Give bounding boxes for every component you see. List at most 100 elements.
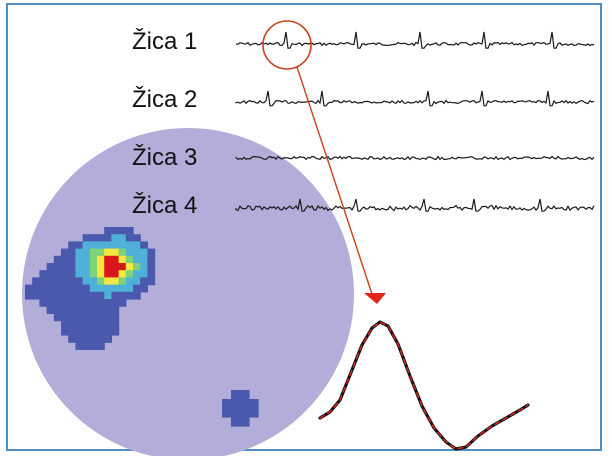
heatmap-cell — [53, 291, 62, 300]
heatmap-cell-secondary — [231, 408, 241, 418]
spike-waveform-overlay — [319, 321, 529, 450]
arrow-head — [364, 293, 386, 304]
heatmap-cell-secondary — [231, 390, 241, 400]
heatmap-cell — [97, 234, 105, 242]
heatmap-cell — [46, 299, 55, 307]
heatmap-cell — [147, 263, 156, 271]
heatmap-cell — [97, 291, 105, 300]
heatmap-cell — [82, 291, 91, 300]
heatmap-cell — [111, 327, 120, 336]
heatmap-cell — [75, 320, 84, 329]
heatmap-cell — [68, 327, 76, 336]
heatmap-cell — [104, 284, 112, 293]
heatmap-cell — [111, 306, 120, 314]
heatmap-cell — [140, 284, 148, 293]
heatmap-cell — [82, 306, 91, 314]
wire-trace-2 — [235, 90, 595, 107]
heatmap-cell — [140, 248, 148, 257]
heatmap-cell — [104, 320, 112, 329]
wire-trace-3 — [235, 155, 595, 161]
heatmap-cell — [61, 327, 69, 336]
spike-waveform-base — [318, 320, 530, 451]
heatmap-cell — [68, 263, 76, 271]
heatmap-cell — [118, 241, 127, 250]
heatmap-cell — [125, 263, 134, 271]
heatmap-cell — [89, 327, 98, 336]
heatmap-cell-secondary — [231, 417, 241, 427]
heatmap-cell — [61, 277, 69, 286]
spike-highlight-circle — [262, 20, 312, 70]
heatmap-cell — [68, 255, 76, 264]
heatmap-cell — [89, 270, 98, 278]
heatmap-cell — [104, 270, 112, 278]
heatmap-cell-secondary — [240, 390, 250, 400]
heatmap-cell — [53, 284, 62, 293]
heatmap-cell — [89, 342, 98, 350]
heatmap-cell-secondary — [249, 399, 259, 409]
heatmap-cell — [89, 291, 98, 300]
heatmap-cell — [82, 277, 91, 286]
heatmap-cell — [97, 320, 105, 329]
heatmap-cell — [111, 313, 120, 322]
heatmap-cell — [75, 313, 84, 322]
heatmap-cell — [82, 299, 91, 307]
heatmap-cell — [125, 277, 134, 286]
heatmap-cell — [97, 277, 105, 286]
heatmap-cell — [68, 291, 76, 300]
heatmap-cell — [104, 227, 112, 235]
heatmap-cell — [75, 255, 84, 264]
heatmap-cell — [32, 284, 40, 293]
heatmap-cell — [97, 270, 105, 278]
heatmap-cell — [82, 320, 91, 329]
heatmap-cell — [61, 313, 69, 322]
wire-trace-4 — [235, 198, 595, 212]
heatmap-cell — [118, 255, 127, 264]
heatmap-cell — [53, 263, 62, 271]
heatmap-cell — [125, 241, 134, 250]
heatmap-cell — [111, 277, 120, 286]
heatmap-cell — [89, 284, 98, 293]
heatmap-cell — [89, 299, 98, 307]
heatmap-cell — [61, 284, 69, 293]
heatmap-cell — [53, 299, 62, 307]
heatmap-cell-secondary — [249, 408, 259, 418]
heatmap-cell — [75, 342, 84, 350]
heatmap-cell — [75, 277, 84, 286]
heatmap-cell-secondary — [240, 417, 250, 427]
heatmap-cell — [118, 234, 127, 242]
heatmap-cell — [104, 255, 112, 264]
heatmap-cell — [25, 284, 33, 293]
heatmap-cell — [133, 291, 141, 300]
heatmap-cell — [75, 270, 84, 278]
heatmap-cell — [82, 284, 91, 293]
heatmap-cell — [82, 335, 91, 343]
heatmap-cell — [89, 263, 98, 271]
heatmap-cell — [89, 255, 98, 264]
heatmap-cell — [68, 313, 76, 322]
heatmap-cell — [82, 241, 91, 250]
heatmap-cell — [111, 263, 120, 271]
heatmap-cell — [104, 306, 112, 314]
arrow-line — [296, 66, 373, 295]
heatmap-cell — [147, 277, 156, 286]
heatmap-cell — [140, 263, 148, 271]
heatmap-cell — [68, 277, 76, 286]
heatmap-cell — [89, 306, 98, 314]
heatmap-cell — [111, 320, 120, 329]
heatmap-cell — [97, 248, 105, 257]
heatmap-cell — [97, 342, 105, 350]
heatmap-cell — [118, 291, 127, 300]
heatmap-cell-secondary — [240, 399, 250, 409]
heatmap-cell — [118, 284, 127, 293]
heatmap-cell — [97, 327, 105, 336]
heatmap-cell — [111, 270, 120, 278]
heatmap-cell — [82, 248, 91, 257]
heatmap-cell — [46, 291, 55, 300]
heatmap-cell — [61, 306, 69, 314]
heatmap-cell — [82, 263, 91, 271]
heatmap-cell — [68, 299, 76, 307]
heatmap-cell — [53, 313, 62, 322]
heatmap-cell — [118, 299, 127, 307]
heatmap-cell — [97, 306, 105, 314]
wire-label-4: Žica 4 — [132, 192, 198, 219]
